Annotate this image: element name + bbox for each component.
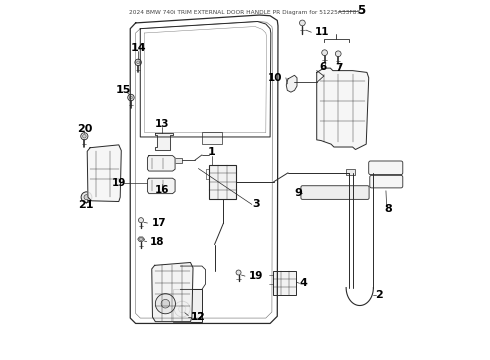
Text: 16: 16 xyxy=(154,185,169,195)
Text: 12: 12 xyxy=(191,312,205,322)
Text: 4: 4 xyxy=(299,278,307,288)
Text: 20: 20 xyxy=(76,124,92,134)
Polygon shape xyxy=(152,262,193,321)
Circle shape xyxy=(135,59,141,66)
FancyBboxPatch shape xyxy=(273,271,296,295)
FancyBboxPatch shape xyxy=(209,165,236,199)
Circle shape xyxy=(139,218,144,223)
Circle shape xyxy=(179,306,186,313)
Circle shape xyxy=(335,51,341,57)
Text: 14: 14 xyxy=(130,43,146,53)
Circle shape xyxy=(82,134,86,138)
Text: 5: 5 xyxy=(357,4,366,17)
Text: 8: 8 xyxy=(385,204,392,214)
Circle shape xyxy=(155,294,175,314)
FancyBboxPatch shape xyxy=(173,289,202,321)
Text: 11: 11 xyxy=(315,27,329,37)
Circle shape xyxy=(322,50,327,55)
Polygon shape xyxy=(87,145,122,202)
Polygon shape xyxy=(317,68,368,149)
Polygon shape xyxy=(147,156,175,171)
Circle shape xyxy=(174,301,190,317)
Text: 19: 19 xyxy=(248,271,263,281)
FancyBboxPatch shape xyxy=(368,161,403,175)
Circle shape xyxy=(236,270,241,275)
Bar xyxy=(346,168,355,175)
Text: 13: 13 xyxy=(154,120,169,129)
Text: 19: 19 xyxy=(112,178,126,188)
Text: 9: 9 xyxy=(294,188,302,198)
Bar xyxy=(174,158,182,163)
Circle shape xyxy=(140,238,143,240)
FancyBboxPatch shape xyxy=(301,186,369,199)
Text: 6: 6 xyxy=(319,62,327,72)
Polygon shape xyxy=(138,237,144,241)
Text: 10: 10 xyxy=(268,73,283,83)
Text: 2: 2 xyxy=(376,290,383,300)
Text: 21: 21 xyxy=(78,200,93,210)
Polygon shape xyxy=(286,75,297,92)
Circle shape xyxy=(137,61,140,64)
Circle shape xyxy=(81,192,92,203)
Text: 12: 12 xyxy=(191,312,205,322)
Circle shape xyxy=(81,133,88,140)
Text: 1: 1 xyxy=(208,147,216,157)
Circle shape xyxy=(84,195,89,200)
FancyBboxPatch shape xyxy=(370,175,403,188)
Circle shape xyxy=(161,300,170,308)
Text: 2024 BMW 740i TRIM EXTERNAL DOOR HANDLE PR Diagram for 51225A33F87: 2024 BMW 740i TRIM EXTERNAL DOOR HANDLE … xyxy=(129,10,361,15)
Polygon shape xyxy=(147,178,175,194)
Text: 17: 17 xyxy=(152,218,167,228)
Polygon shape xyxy=(155,133,172,149)
Text: 3: 3 xyxy=(252,199,260,210)
Text: 18: 18 xyxy=(150,237,165,247)
Text: 7: 7 xyxy=(335,63,343,73)
Circle shape xyxy=(128,94,134,101)
Text: 15: 15 xyxy=(116,85,131,95)
Circle shape xyxy=(129,96,132,99)
Circle shape xyxy=(299,20,305,26)
Bar xyxy=(202,132,221,144)
